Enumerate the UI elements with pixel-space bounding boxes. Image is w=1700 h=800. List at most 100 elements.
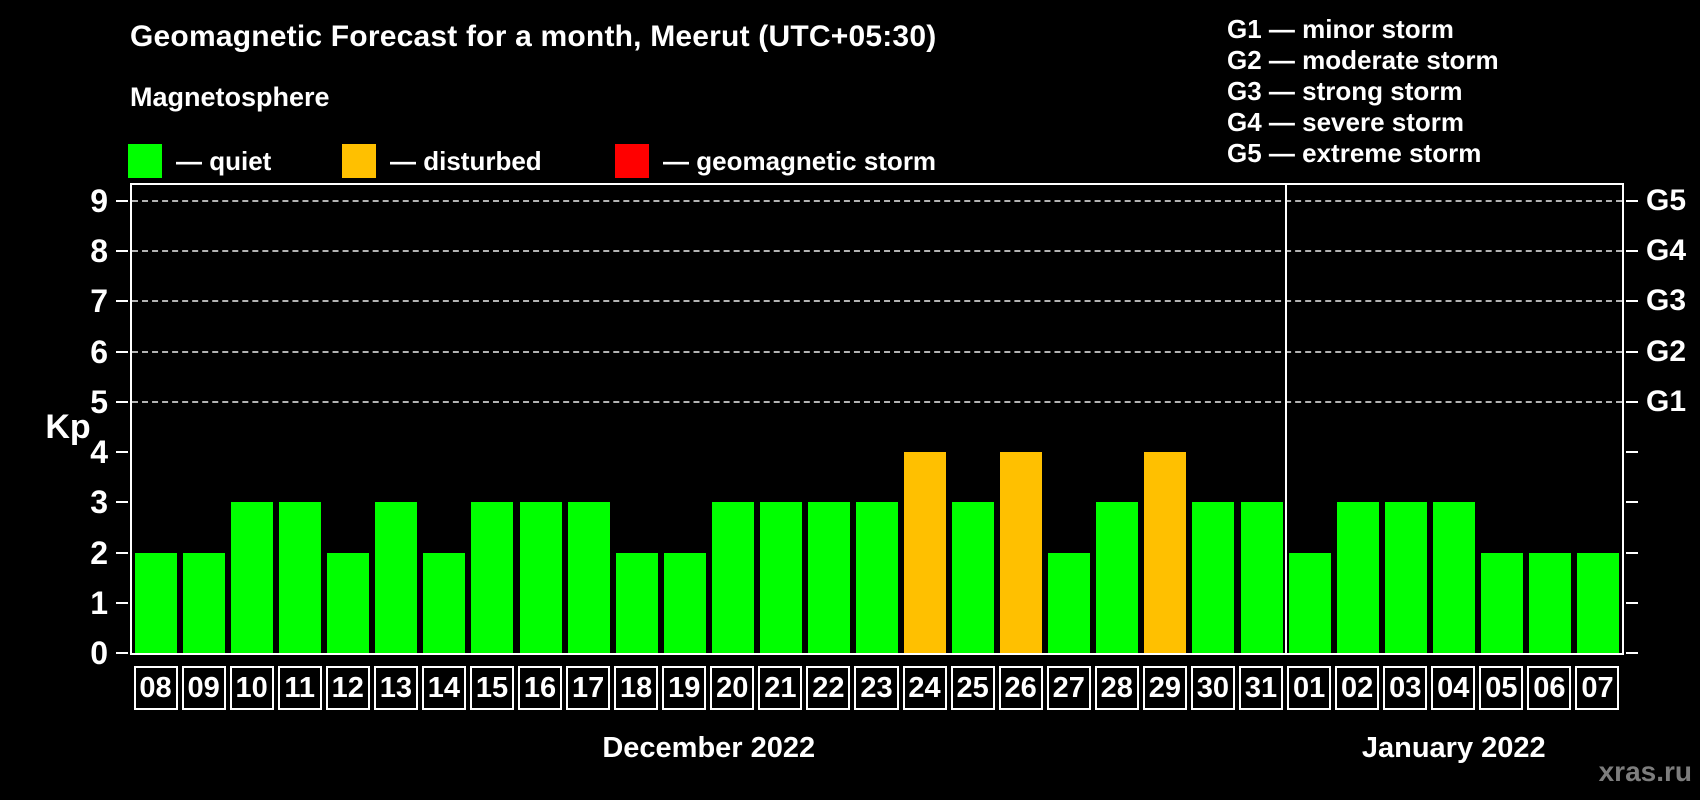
- magnetosphere-heading: Magnetosphere: [130, 82, 330, 112]
- kp-bar-day-24: [904, 452, 947, 653]
- day-label: 01: [1287, 666, 1332, 710]
- kp-bar-day-05: [1480, 552, 1523, 653]
- g-scale-label-g4: G4: [1646, 234, 1687, 268]
- day-label: 05: [1479, 666, 1524, 710]
- day-label: 18: [614, 666, 659, 710]
- day-label: 30: [1190, 666, 1235, 710]
- kp-bar-day-07: [1576, 552, 1619, 653]
- kp-bar-day-14: [423, 552, 466, 653]
- y-axis-tick-label: 0: [90, 635, 108, 671]
- kp-bar-day-21: [759, 502, 802, 653]
- x-axis-day-labels: 08 09 10 11 12 13 14 15 16 17 18 19 20 21 22 23 24 25 26 27…: [130, 666, 1624, 714]
- page-title: Geomagnetic Forecast for a month, Meerut…: [130, 20, 937, 53]
- kp-bar-day-19: [663, 552, 706, 653]
- y-axis-tick-right: [1626, 200, 1638, 202]
- legend-item-label: — geomagnetic storm: [663, 145, 937, 176]
- y-axis-tick-left: [116, 200, 128, 202]
- y-axis-tick-right: [1626, 250, 1638, 253]
- day-label: 16: [518, 666, 563, 710]
- y-axis-tick-label: 9: [90, 183, 108, 219]
- day-label: 21: [758, 666, 803, 710]
- y-axis-tick-left: [116, 451, 128, 454]
- y-axis-tick-left: [116, 652, 128, 654]
- storm-scale-line-g2: G2 — moderate storm: [1227, 45, 1499, 75]
- kp-bar-day-17: [567, 502, 610, 653]
- disturbed-color-swatch: [342, 144, 376, 178]
- y-axis-tick-label: 6: [90, 333, 108, 370]
- day-label: 17: [566, 666, 611, 710]
- g-scale-label-g5: G5: [1646, 184, 1687, 217]
- g-scale-label-g2: G2: [1646, 334, 1687, 368]
- g-scale-label-g1: G1: [1646, 384, 1687, 418]
- day-label: 26: [998, 666, 1043, 710]
- kp-bar-day-02: [1336, 502, 1379, 653]
- y-axis-tick-left: [116, 350, 128, 353]
- day-label: 10: [229, 666, 274, 710]
- day-label: 13: [373, 666, 418, 710]
- storm-scale-line-g1: G1 — minor storm: [1227, 14, 1454, 44]
- kp-bar-day-13: [375, 502, 418, 653]
- gridline-kp-7: [132, 300, 1622, 303]
- kp-bar-day-22: [807, 502, 850, 653]
- kp-bar-day-28: [1096, 502, 1139, 653]
- y-axis-tick-label: 2: [90, 534, 108, 571]
- day-label: 23: [854, 666, 899, 710]
- kp-bar-day-10: [231, 502, 274, 653]
- kp-bar-day-11: [279, 502, 322, 653]
- month-separator-line: [1284, 185, 1287, 653]
- legend-item-disturbed: — disturbed: [342, 144, 542, 178]
- y-axis-tick-label: 5: [90, 383, 108, 420]
- y-axis-tick-label: 4: [90, 434, 108, 471]
- day-label: 19: [662, 666, 707, 710]
- gridline-kp-5: [132, 400, 1622, 403]
- y-axis-tick-right: [1626, 300, 1638, 303]
- y-axis-title: Kp: [45, 408, 91, 446]
- y-axis-tick-label: 1: [90, 584, 108, 621]
- month-label: December 2022: [602, 732, 816, 764]
- kp-bar-day-08: [135, 552, 178, 653]
- y-axis-tick-label: 7: [90, 283, 108, 320]
- y-axis-tick-right: [1626, 350, 1638, 353]
- legend-item-label: — disturbed: [390, 145, 542, 176]
- kp-bar-day-04: [1432, 502, 1475, 653]
- g-scale-label-g3: G3: [1646, 284, 1687, 318]
- y-axis-tick-left: [116, 501, 128, 504]
- y-axis-tick-left: [116, 250, 128, 253]
- day-label: 12: [325, 666, 370, 710]
- storm-scale-line-g4: G4 — severe storm: [1227, 107, 1465, 137]
- gridline-kp-9: [132, 200, 1622, 202]
- day-label: 08: [133, 666, 178, 710]
- y-axis-tick-right: [1626, 551, 1638, 554]
- watermark: xras.ru: [1598, 756, 1692, 787]
- month-label: January 2022: [1361, 732, 1546, 764]
- day-label: 24: [902, 666, 947, 710]
- legend-item-geomagnetic-storm: — geomagnetic storm: [615, 144, 936, 178]
- kp-bar-day-25: [952, 502, 995, 653]
- y-axis-tick-label: 3: [90, 484, 108, 521]
- kp-bar-day-06: [1528, 552, 1571, 653]
- kp-bar-day-12: [327, 552, 370, 653]
- y-axis-tick-left: [116, 601, 128, 604]
- kp-bar-day-18: [615, 552, 658, 653]
- legend-item-quiet: — quiet: [128, 144, 271, 178]
- kp-bar-day-09: [183, 552, 226, 653]
- day-label: 11: [277, 666, 322, 710]
- day-label: 22: [806, 666, 851, 710]
- kp-bar-day-27: [1048, 552, 1091, 653]
- kp-bar-day-03: [1384, 502, 1427, 653]
- day-label: 25: [950, 666, 995, 710]
- storm-scale-line-g5: G5 — extreme storm: [1227, 138, 1482, 168]
- day-label: 14: [421, 666, 466, 710]
- storm-scale-legend: G1 — minor storm G2 — moderate storm G3 — …: [1227, 14, 1499, 169]
- day-label: 03: [1383, 666, 1428, 710]
- y-axis-tick-label: 8: [90, 233, 108, 270]
- kp-bar-day-29: [1144, 452, 1187, 653]
- gridline-kp-6: [132, 350, 1622, 353]
- month-labels: December 2022 January 2022: [0, 732, 1700, 772]
- kp-bar-day-30: [1192, 502, 1235, 653]
- kp-bar-day-16: [519, 502, 562, 653]
- y-axis-tick-right: [1626, 501, 1638, 504]
- kp-bar-day-26: [1000, 452, 1043, 653]
- day-label: 07: [1575, 666, 1620, 710]
